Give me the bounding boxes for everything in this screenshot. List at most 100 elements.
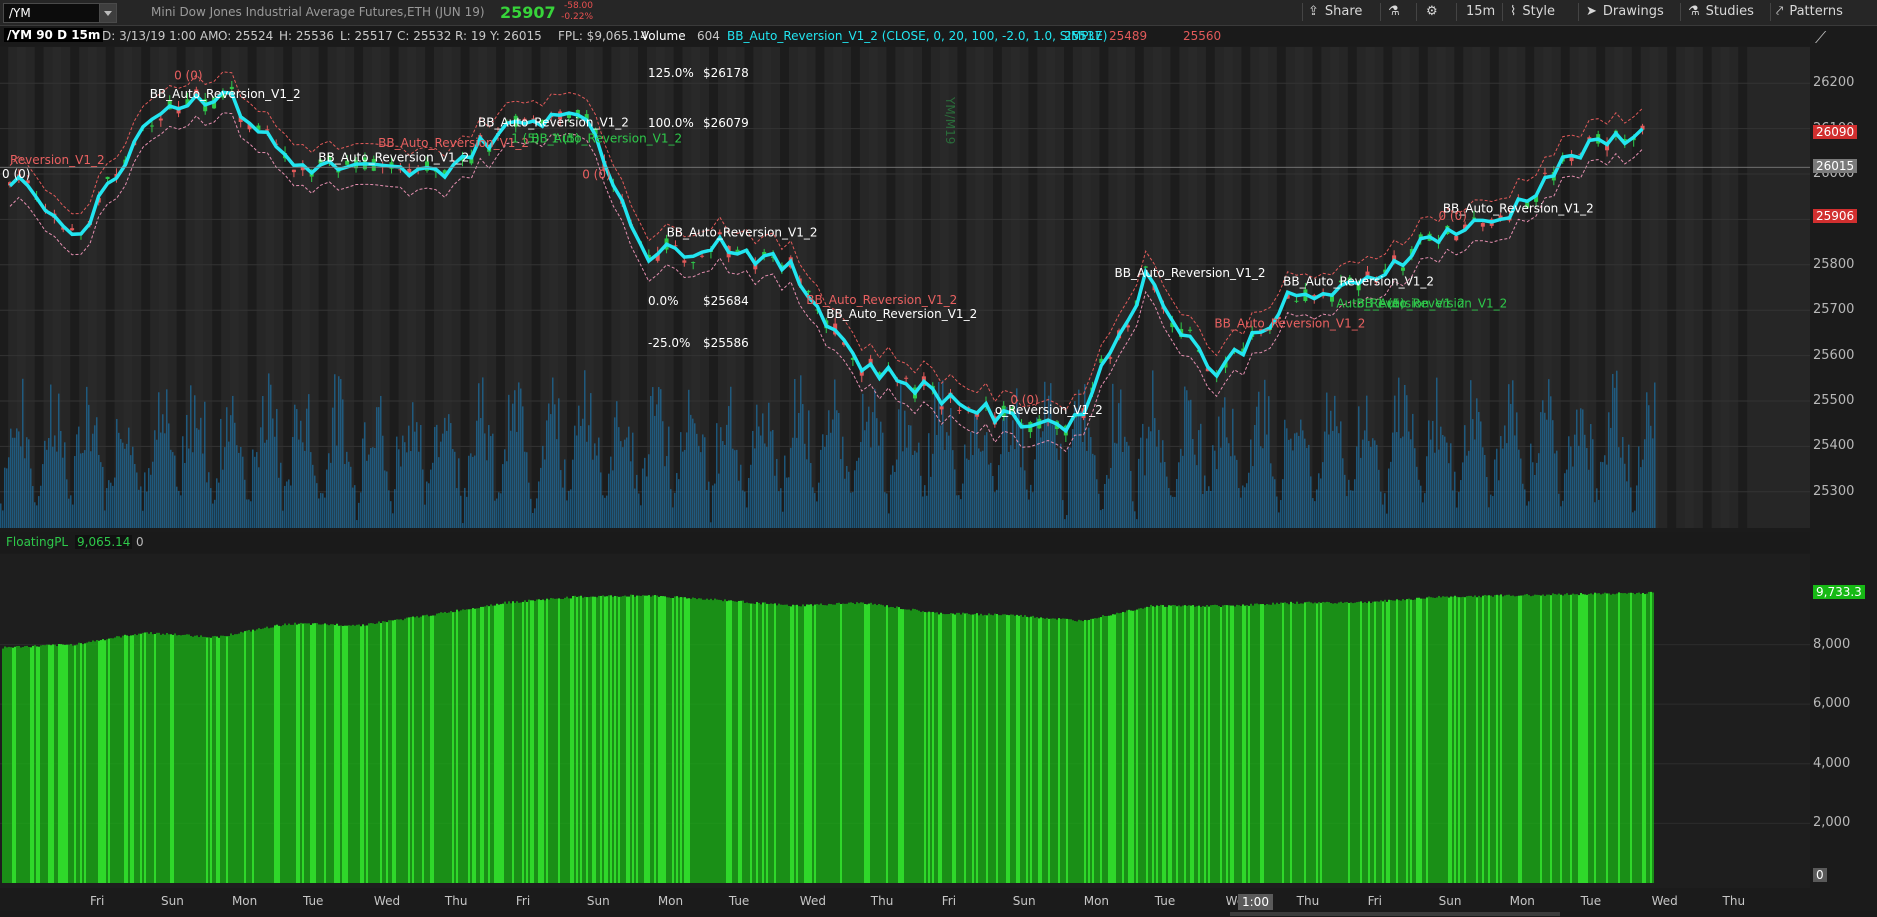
- pl-bar: [988, 613, 990, 883]
- volume-bar: [1222, 407, 1224, 528]
- volume-bar: [1552, 420, 1554, 528]
- floating-pl-pane[interactable]: [0, 554, 1810, 888]
- volume-bar: [1514, 435, 1516, 528]
- pl-bar: [1102, 615, 1104, 883]
- volume-bar: [638, 493, 640, 528]
- volume-bar: [732, 448, 734, 528]
- session-shade: [851, 47, 860, 528]
- volume-bar: [1122, 451, 1124, 528]
- volume-bar: [840, 459, 842, 528]
- pl-bar: [814, 604, 816, 883]
- patterns-button[interactable]: ⤤ Patterns: [1776, 0, 1843, 24]
- studies-button[interactable]: ⚗ Studies: [1688, 0, 1754, 24]
- candle-body: [717, 232, 722, 235]
- pl-bar: [150, 632, 152, 883]
- pl-bar: [404, 618, 406, 883]
- drawing-tool-icon[interactable]: ⟋: [1815, 28, 1827, 47]
- pl-bar: [156, 632, 158, 883]
- pl-bar: [822, 605, 824, 883]
- pl-bar: [520, 602, 522, 883]
- pl-bar: [1126, 610, 1128, 883]
- pl-bar: [1222, 605, 1224, 883]
- pl-bar: [652, 595, 654, 883]
- pl-bar: [1464, 597, 1466, 883]
- time-label: Fri: [1367, 894, 1382, 908]
- session-shade: [354, 47, 364, 528]
- volume-bar: [568, 490, 570, 528]
- volume-bar: [1586, 448, 1588, 528]
- session-shade: [513, 47, 523, 528]
- pl-bar: [14, 646, 16, 883]
- volume-bar: [492, 433, 494, 528]
- volume-bar: [1440, 426, 1442, 528]
- volume-bar: [1178, 462, 1180, 528]
- pl-bar: [714, 598, 716, 883]
- volume-bar: [92, 433, 94, 528]
- volume-bar: [128, 427, 130, 528]
- style-button[interactable]: ⌇ Style: [1510, 0, 1555, 24]
- volume-bar: [1284, 419, 1286, 528]
- band-lower-value: 25560: [1183, 29, 1222, 43]
- price-chart-pane[interactable]: 0 (0) BB_Auto_Reversion_V1_2 o_Reversion_V…: [0, 47, 1810, 528]
- pl-bar: [1070, 619, 1072, 883]
- drawings-button[interactable]: ➤ Drawings: [1586, 0, 1664, 24]
- volume-bar: [148, 468, 150, 528]
- volume-bar: [768, 402, 770, 528]
- volume-bar: [1342, 458, 1344, 528]
- pl-axis[interactable]: 2,000 4,000 6,000 8,000 9,733.3 0: [1810, 554, 1877, 888]
- volume-bar: [88, 404, 90, 528]
- horizontal-scrollbar[interactable]: [0, 911, 1877, 917]
- volume-bar: [1142, 423, 1144, 528]
- volume-bar: [1462, 462, 1464, 528]
- symbol-input[interactable]: /YM: [3, 3, 103, 23]
- symbol-dropdown-button[interactable]: [99, 3, 117, 23]
- volume-bar: [496, 498, 498, 528]
- settings-button[interactable]: ⚙: [1426, 0, 1444, 24]
- candle-body: [540, 119, 545, 126]
- flask-button[interactable]: ⚗: [1388, 0, 1406, 24]
- pl-bar: [516, 601, 518, 883]
- volume-bar: [58, 393, 60, 528]
- pl-bar: [614, 595, 616, 883]
- pl-bar: [1294, 603, 1296, 883]
- volume-bar: [166, 389, 168, 528]
- pl-bar: [1224, 604, 1226, 883]
- pl-bar: [1042, 618, 1044, 883]
- price-axis[interactable]: 2530025400255002560025700258002590026000…: [1810, 47, 1877, 528]
- pl-bar: [900, 609, 902, 883]
- volume-label[interactable]: Volume: [641, 29, 686, 43]
- pl-bar: [114, 637, 116, 883]
- fib-percent: -25.0%: [648, 336, 690, 350]
- volume-bar: [1444, 436, 1446, 528]
- pl-bar: [162, 633, 164, 883]
- pl-bar: [1284, 602, 1286, 883]
- study-label[interactable]: BB_Auto_Reversion_V1_2 (CLOSE, 0, 20, 10…: [727, 29, 1108, 43]
- timeframe-button[interactable]: 15m: [1466, 0, 1495, 24]
- pl-bar: [486, 605, 488, 883]
- pl-bar: [18, 645, 20, 883]
- scrollbar-thumb[interactable]: [1230, 912, 1560, 916]
- study-name[interactable]: FloatingPL: [6, 535, 69, 549]
- volume-bar: [482, 377, 484, 528]
- pl-bar: [838, 602, 840, 883]
- pl-bar: [776, 605, 778, 883]
- pl-bar: [294, 622, 296, 883]
- volume-bar: [296, 409, 298, 528]
- volume-bar: [344, 464, 346, 528]
- volume-bar: [1334, 395, 1336, 528]
- volume-bar: [132, 446, 134, 528]
- share-button[interactable]: ⇪ Share: [1308, 0, 1362, 24]
- pl-bar: [1302, 603, 1304, 883]
- volume-bar: [510, 430, 512, 528]
- volume-bar: [1368, 440, 1370, 528]
- chart-symbol-label[interactable]: /YM 90 D 15m: [4, 28, 104, 42]
- candle-body: [1143, 266, 1148, 268]
- pl-bar: [1308, 601, 1310, 883]
- pl-bar: [368, 623, 370, 883]
- volume-bar: [688, 389, 690, 528]
- volume-bar: [896, 459, 898, 528]
- volume-bar: [846, 466, 848, 528]
- volume-bar: [1144, 475, 1146, 528]
- volume-bar: [1318, 473, 1320, 528]
- volume-bar: [1430, 439, 1432, 528]
